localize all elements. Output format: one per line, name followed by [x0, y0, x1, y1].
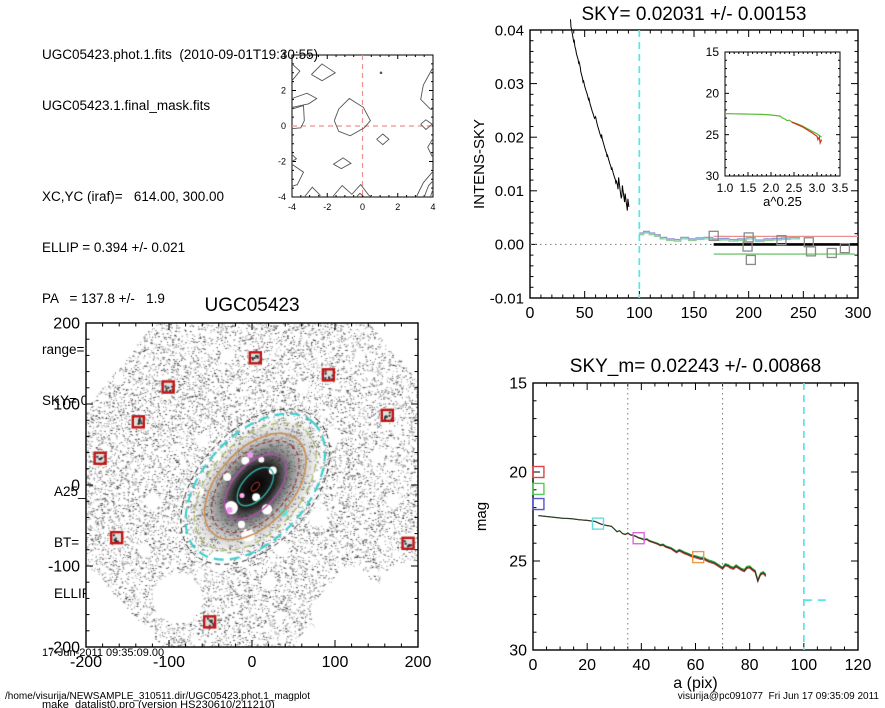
param-xcyc: XC,YC (iraf)= 614.00, 300.00: [42, 189, 224, 204]
svg-text:2.0: 2.0: [763, 181, 780, 195]
svg-text:0.03: 0.03: [495, 76, 524, 93]
svg-text:250: 250: [790, 305, 817, 322]
svg-text:20: 20: [706, 87, 720, 101]
svg-text:-4: -4: [288, 202, 296, 212]
svg-text:-100: -100: [153, 654, 185, 671]
mask-contour-minimap: -4 -2 0 2 4 -4 -2 0 2 4: [278, 50, 436, 212]
svg-text:SKY= 0.02031 +/- 0.00153: SKY= 0.02031 +/- 0.00153: [581, 4, 806, 25]
svg-text:25: 25: [509, 554, 527, 571]
run-date: 17-Jun-2011 09:35:09.00: [42, 647, 165, 659]
svg-text:UGC05423: UGC05423: [204, 295, 299, 316]
svg-text:3.0: 3.0: [809, 181, 826, 195]
svg-text:150: 150: [681, 305, 708, 322]
svg-text:0.02: 0.02: [495, 129, 524, 146]
svg-text:0: 0: [529, 657, 538, 674]
svg-text:200: 200: [405, 654, 432, 671]
svg-text:0: 0: [281, 121, 286, 131]
svg-text:1.0: 1.0: [717, 181, 734, 195]
svg-text:0.00: 0.00: [495, 237, 524, 254]
svg-text:20: 20: [578, 657, 596, 674]
param-ellip: ELLIP = 0.394 +/- 0.021: [42, 240, 186, 255]
svg-text:20: 20: [509, 465, 527, 482]
param-pa: PA = 137.8 +/- 1.9: [42, 291, 165, 306]
svg-text:60: 60: [687, 657, 705, 674]
svg-text:50: 50: [576, 305, 594, 322]
svg-text:30: 30: [509, 643, 527, 660]
mask-filename: UGC05423.1.final_mask.fits: [42, 98, 211, 113]
svg-text:30: 30: [706, 169, 720, 183]
script-version: make_datalist0.pro (version HS230610/211…: [42, 699, 275, 708]
svg-text:80: 80: [741, 657, 759, 674]
galaxy-image: [86, 323, 418, 647]
intens-sky-plot: 0 50 100 150 200 250 300 -0.01 0.00 0.01 0.02 0.03 0…: [471, 4, 872, 322]
svg-text:200: 200: [735, 305, 762, 322]
svg-text:1.5: 1.5: [740, 181, 757, 195]
svg-text:0: 0: [71, 478, 80, 495]
svg-text:100: 100: [53, 397, 80, 414]
galaxy-axes: -200 -100 0 100 200 -200 -100 0 100 200 UGC05423: [48, 295, 432, 671]
sky-m-plot: 0 20 40 60 80 100 120 15 20 25 30 SKY_m= 0.02243 +/…: [473, 356, 872, 692]
svg-text:25: 25: [706, 128, 720, 142]
footer-path: /home/visurija/NEWSAMPLE_310511.dir/UGC0…: [5, 691, 310, 702]
svg-text:0.04: 0.04: [495, 22, 524, 39]
svg-text:mag: mag: [473, 502, 490, 531]
svg-text:0.01: 0.01: [495, 183, 524, 200]
svg-text:0: 0: [360, 202, 365, 212]
svg-text:a (pix): a (pix): [673, 675, 717, 692]
svg-text:15: 15: [509, 376, 527, 393]
svg-text:a^0.25: a^0.25: [763, 194, 802, 209]
svg-text:0: 0: [248, 654, 257, 671]
svg-text:-0.01: -0.01: [490, 290, 524, 307]
svg-text:100: 100: [626, 305, 653, 322]
svg-text:200: 200: [53, 316, 80, 333]
svg-text:INTENS-SKY: INTENS-SKY: [471, 119, 488, 209]
fits-filename: UGC05423.phot.1.fits (2010-09-01T19:30:5…: [42, 47, 319, 62]
svg-text:40: 40: [632, 657, 650, 674]
svg-text:3.5: 3.5: [832, 181, 849, 195]
svg-text:100: 100: [790, 657, 817, 674]
svg-text:-200: -200: [48, 640, 80, 657]
svg-text:4: 4: [281, 50, 286, 60]
svg-text:0: 0: [526, 305, 535, 322]
footer-user-timestamp: visurija@pc091077 Fri Jun 17 09:35:09 20…: [677, 691, 879, 702]
svg-text:100: 100: [322, 654, 349, 671]
svg-text:-4: -4: [278, 192, 286, 202]
svg-text:-200: -200: [70, 654, 102, 671]
svg-text:2.5: 2.5: [786, 181, 803, 195]
svg-text:-2: -2: [323, 202, 331, 212]
svg-text:15: 15: [706, 45, 720, 59]
svg-text:-2: -2: [278, 157, 286, 167]
svg-text:SKY_m= 0.02243 +/- 0.00868: SKY_m= 0.02243 +/- 0.00868: [570, 356, 821, 377]
svg-text:120: 120: [845, 657, 872, 674]
svg-text:2: 2: [281, 86, 286, 96]
svg-text:2: 2: [395, 202, 400, 212]
svg-text:-100: -100: [48, 559, 80, 576]
galaxy-image-panel: -200 -100 0 100 200 -200 -100 0 100 200 UGC05423: [0, 293, 465, 685]
svg-text:300: 300: [845, 305, 872, 322]
svg-text:4: 4: [430, 202, 435, 212]
